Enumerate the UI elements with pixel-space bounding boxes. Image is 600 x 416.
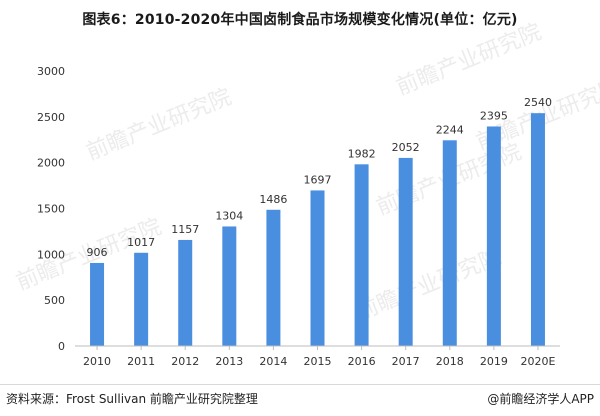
credit-note: @前瞻经济学人APP [487, 392, 594, 406]
bar [90, 262, 105, 346]
y-tick-label: 1000 [37, 248, 65, 261]
data-label: 2540 [524, 96, 552, 109]
x-tick-label: 2012 [171, 355, 199, 368]
data-label: 1017 [127, 236, 155, 249]
bar [266, 209, 281, 346]
x-tick-label: 2017 [392, 355, 420, 368]
data-label: 1304 [215, 209, 243, 222]
chart-title: 图表6：2010-2020年中国卤制食品市场规模变化情况(单位：亿元) [82, 12, 518, 28]
watermark-text: 前瞻产业研究院 [393, 20, 545, 101]
x-axis: 2010 2011 2012 2013 2014 2015 2016 2017 2018 2019… [75, 345, 560, 368]
y-tick-label: 1500 [37, 203, 65, 216]
bar [530, 113, 545, 347]
bar-chart: 前瞻产业研究院前瞻产业研究院前瞻产业研究院前瞻产业研究院前瞻产业研究院前瞻产业研… [13, 20, 600, 368]
bar [310, 190, 325, 346]
data-label: 906 [87, 246, 108, 259]
bars-group [90, 113, 545, 347]
data-label: 2052 [392, 141, 420, 154]
bar [178, 239, 193, 346]
footer: 资料来源：Frost Sullivan 前瞻产业研究院整理 @前瞻经济学人APP [0, 384, 600, 416]
x-tick-label: 2010 [83, 355, 111, 368]
data-label: 1486 [259, 193, 287, 206]
y-tick-label: 0 [58, 340, 65, 353]
bar [398, 157, 413, 346]
x-tick-label: 2016 [348, 355, 376, 368]
bar [442, 140, 457, 346]
watermark-text: 前瞻产业研究院 [83, 85, 235, 166]
data-label: 1157 [171, 223, 199, 236]
y-tick-label: 2500 [37, 111, 65, 124]
data-label: 1982 [348, 147, 376, 160]
y-tick-label: 3000 [37, 65, 65, 78]
x-tick-label: 2018 [436, 355, 464, 368]
data-label: 2395 [480, 109, 508, 122]
x-tick-label: 2013 [215, 355, 243, 368]
x-tick-label: 2015 [304, 355, 332, 368]
y-axis: 0 500 1000 1500 2000 2500 3000 [37, 65, 65, 353]
data-label: 1697 [304, 173, 332, 186]
data-label: 2244 [436, 123, 464, 136]
x-tick-label: 2014 [259, 355, 287, 368]
bar [486, 126, 501, 346]
x-tick-label: 2019 [480, 355, 508, 368]
bar [222, 226, 237, 346]
y-tick-label: 2000 [37, 157, 65, 170]
watermark-text: 前瞻产业研究院 [353, 245, 505, 326]
y-tick-label: 500 [44, 294, 65, 307]
source-note: 资料来源：Frost Sullivan 前瞻产业研究院整理 [6, 392, 258, 406]
x-tick-label: 2020E [520, 355, 555, 368]
data-labels-group: 906 1017 1157 1304 1486 1697 1982 2052 2244 2395 2… [87, 96, 552, 259]
bar [354, 164, 369, 346]
bar [134, 252, 149, 346]
x-tick-label: 2011 [127, 355, 155, 368]
